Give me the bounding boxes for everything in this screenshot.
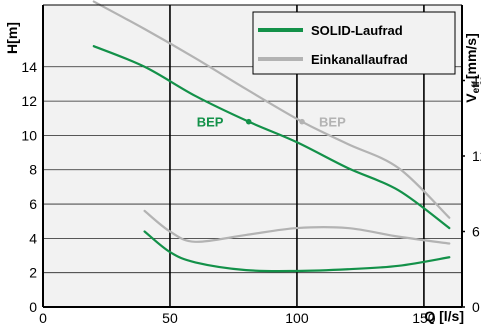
series-line-einkanal-h [92, 0, 451, 219]
x-axis-label: Q [l/s] [424, 308, 464, 324]
legend-box [252, 11, 456, 75]
y-right-label-unit: [mm/s] [463, 33, 479, 79]
x-tick-label: 100 [285, 310, 309, 326]
y-left-tick-label: 2 [29, 265, 37, 281]
y-left-axis-label: H[m] [4, 22, 20, 54]
series-lines [92, 0, 451, 273]
y-right-label-main: V [463, 93, 479, 103]
bep-label-einkanal: BEP [319, 115, 346, 130]
y-right-axis-label: Veff [mm/s] [463, 33, 481, 102]
y-left-tick-label: 8 [29, 162, 37, 178]
bep-marker-einkanal [299, 118, 305, 125]
y-right-label-sub: eff [471, 81, 481, 94]
y-left-tick-label: 10 [21, 127, 37, 143]
legend-label-solid: SOLID-Laufrad [311, 23, 403, 38]
series-line-solid-h [92, 45, 451, 230]
svg-text:Veff[mm/s]: Veff [mm/s] [463, 33, 481, 102]
y-left-tick-label: 6 [29, 196, 37, 212]
y-right-tick-label: 0 [472, 299, 480, 315]
y-left-tick-label: 14 [21, 59, 37, 75]
tick-labels: 0 2 4 6 8 10 12 14 0 6 12 18 0 50 100 150 [21, 59, 481, 326]
legend-label-einkanal: Einkanallaufrad [311, 52, 408, 67]
x-tick-label: 150 [412, 310, 436, 326]
bep-label-solid: BEP [197, 115, 224, 130]
bep-marker-solid [245, 118, 252, 125]
bep-markers: BEP BEP [197, 115, 346, 130]
series-line-solid-veff [143, 230, 451, 273]
x-tick-label: 0 [39, 310, 47, 326]
y-left-tick-label: 12 [21, 93, 37, 109]
y-right-tick-label: 6 [472, 224, 480, 240]
y-right-tick-label: 18 [472, 73, 481, 89]
y-left-tick-label: 0 [29, 299, 37, 315]
series-line-einkanal-veff [143, 209, 451, 245]
x-tick-label: 50 [162, 310, 178, 326]
y-left-tick-label: 4 [29, 230, 37, 246]
y-right-tick-label: 12 [472, 148, 481, 164]
legend: SOLID-Laufrad Einkanallaufrad [252, 11, 456, 75]
